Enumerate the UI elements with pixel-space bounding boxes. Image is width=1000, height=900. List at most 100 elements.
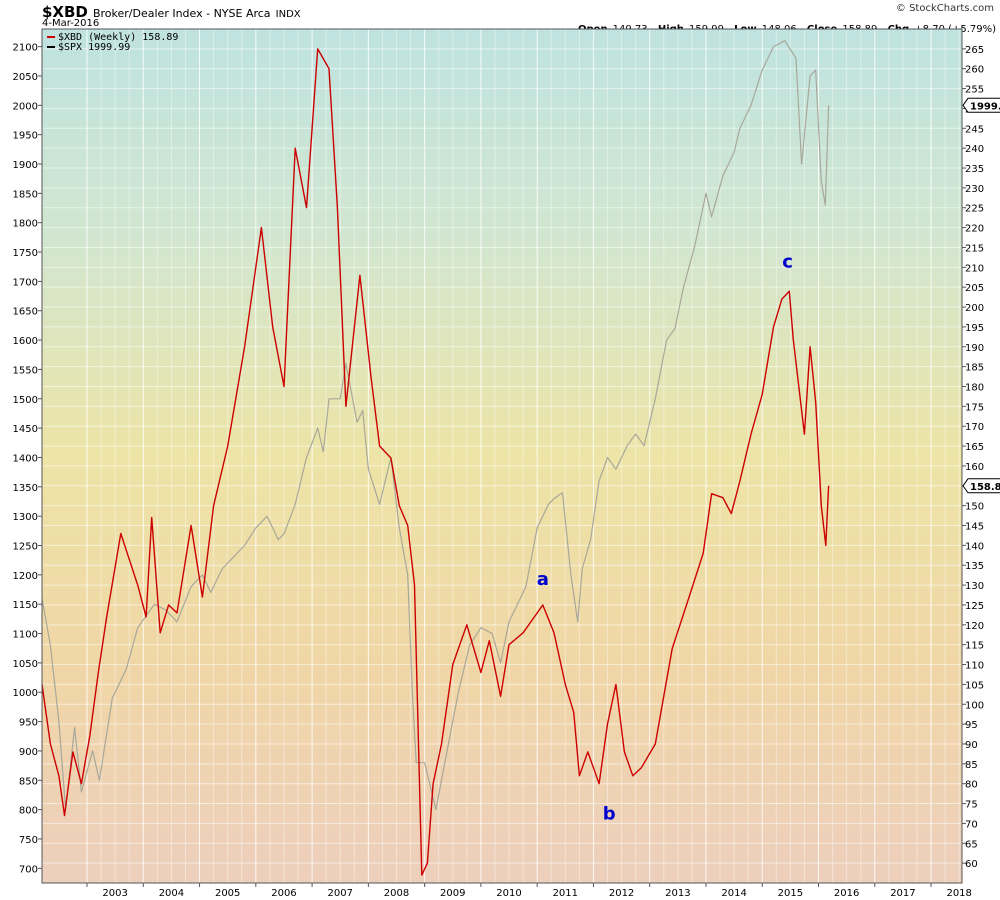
wave-label-b: b xyxy=(603,803,616,824)
x-axis-tick-label: 2008 xyxy=(384,888,409,899)
left-axis-tick-label: 700 xyxy=(19,864,38,875)
x-axis-tick-label: 2007 xyxy=(327,888,352,899)
xbd-last-value-tag-shape xyxy=(962,478,1000,494)
right-axis-tick-label: 80 xyxy=(965,780,978,791)
x-axis-tick-label: 2012 xyxy=(609,888,634,899)
x-axis-tick-label: 2017 xyxy=(890,888,915,899)
right-axis-tick-label: 125 xyxy=(965,601,984,612)
wave-label-c: c xyxy=(782,251,793,272)
right-axis-tick-label: 210 xyxy=(965,263,984,274)
left-axis-tick-label: 1200 xyxy=(13,571,38,582)
right-axis-tick-label: 145 xyxy=(965,522,984,533)
wave-annotations: a b c xyxy=(537,251,793,824)
left-axis-tick-label: 1000 xyxy=(13,688,38,699)
left-axis-tick-label: 1750 xyxy=(13,248,38,259)
left-axis-tick-label: 800 xyxy=(19,806,38,817)
right-axis-tick-label: 215 xyxy=(965,243,984,254)
left-axis-tick-label: 1350 xyxy=(13,483,38,494)
right-axis-tick-label: 265 xyxy=(965,45,984,56)
spx-last-value-tag: 1999.99 xyxy=(962,97,1000,113)
left-axis-tick-label: 1950 xyxy=(13,131,38,142)
right-axis-tick-label: 205 xyxy=(965,283,984,294)
right-axis-tick-label: 100 xyxy=(965,700,984,711)
left-axis-tick-label: 1300 xyxy=(13,512,38,523)
right-axis-tick-label: 140 xyxy=(965,541,984,552)
x-axis-tick-label: 2010 xyxy=(496,888,521,899)
right-axis-tick-label: 70 xyxy=(965,819,978,830)
right-axis-tick-label: 175 xyxy=(965,402,984,413)
left-axis-tick-label: 1450 xyxy=(13,424,38,435)
exchange-label: INDX xyxy=(275,9,301,20)
left-axis-tick-label: 2000 xyxy=(13,101,38,112)
right-axis-tick-label: 220 xyxy=(965,224,984,235)
right-axis-tick-label: 230 xyxy=(965,184,984,195)
left-axis-tick-label: 1550 xyxy=(13,365,38,376)
x-axis-tick-label: 2015 xyxy=(778,888,803,899)
x-axis-tick-label: 2014 xyxy=(721,888,746,899)
left-axis-tick-label: 1700 xyxy=(13,277,38,288)
legend-entry-spx: $SPX 1999.99 xyxy=(58,42,130,53)
right-axis-tick-label: 95 xyxy=(965,720,978,731)
left-axis-tick-label: 1250 xyxy=(13,542,38,553)
grid-lines xyxy=(42,29,974,883)
right-axis-tick-label: 260 xyxy=(965,65,984,76)
right-axis-tick-label: 180 xyxy=(965,382,984,393)
right-axis-tick-label: 225 xyxy=(965,204,984,215)
right-axis-tick-label: 90 xyxy=(965,740,978,751)
left-axis-tick-label: 1150 xyxy=(13,600,38,611)
xbd-series-line xyxy=(41,48,830,876)
right-axis-tick-label: 65 xyxy=(965,839,978,850)
axis-ticks xyxy=(38,46,966,887)
right-axis-tick-label: 165 xyxy=(965,442,984,453)
right-axis-tick-label: 120 xyxy=(965,621,984,632)
left-axis-tick-label: 1500 xyxy=(13,395,38,406)
right-axis-tick-label: 195 xyxy=(965,323,984,334)
x-axis-tick-label: 2006 xyxy=(271,888,296,899)
chart-date: 4-Mar-2016 xyxy=(42,18,100,29)
left-axis-tick-label: 950 xyxy=(19,718,38,729)
spx-series-line xyxy=(41,40,830,811)
x-axis-tick-label: 2009 xyxy=(440,888,465,899)
watermark: © StockCharts.com xyxy=(895,3,994,14)
right-axis-tick-label: 200 xyxy=(965,303,984,314)
spx-last-value-tag-text: 1999.99 xyxy=(970,101,1000,112)
right-axis-tick-label: 115 xyxy=(965,641,984,652)
left-axis-tick-label: 1600 xyxy=(13,336,38,347)
left-axis-tick-label: 1900 xyxy=(13,160,38,171)
left-axis-tick-label: 1650 xyxy=(13,307,38,318)
x-axis-tick-label: 2018 xyxy=(946,888,971,899)
ticker-symbol: $XBD xyxy=(42,3,88,21)
left-axis-tick-label: 850 xyxy=(19,776,38,787)
x-axis-tick-label: 2016 xyxy=(834,888,859,899)
plot-background xyxy=(42,29,962,883)
right-axis-tick-label: 235 xyxy=(965,164,984,175)
legend-entry-xbd: $XBD (Weekly) 158.89 xyxy=(58,32,178,43)
xbd-last-value-tag: 158.89 xyxy=(962,478,1000,494)
left-axis-tick-label: 1050 xyxy=(13,659,38,670)
right-axis-tick-label: 190 xyxy=(965,343,984,354)
series-lines xyxy=(41,40,830,876)
right-axis-tick-label: 135 xyxy=(965,561,984,572)
chart-header-title: $XBD Broker/Dealer Index - NYSE Arca IND… xyxy=(42,2,301,21)
right-axis-tick-label: 60 xyxy=(965,859,978,870)
left-axis-tick-label: 900 xyxy=(19,747,38,758)
x-axis-tick-label: 2011 xyxy=(553,888,578,899)
left-axis-tick-label: 1400 xyxy=(13,453,38,464)
right-axis-tick-label: 255 xyxy=(965,85,984,96)
right-axis-tick-label: 185 xyxy=(965,363,984,374)
right-axis-tick-label: 150 xyxy=(965,502,984,513)
right-axis-tick-label: 160 xyxy=(965,462,984,473)
last-value-tags: 1999.99 158.89 xyxy=(962,97,1000,494)
wave-label-a: a xyxy=(537,569,549,590)
right-axis-tick-label: 170 xyxy=(965,422,984,433)
x-axis-tick-label: 2003 xyxy=(102,888,127,899)
x-axis-tick-label: 2013 xyxy=(665,888,690,899)
left-axis-tick-label: 1800 xyxy=(13,219,38,230)
index-name: Broker/Dealer Index - NYSE Arca xyxy=(92,7,271,20)
left-axis-tick-label: 750 xyxy=(19,835,38,846)
right-axis-tick-label: 240 xyxy=(965,144,984,155)
left-axis-tick-label: 2050 xyxy=(13,72,38,83)
xbd-last-value-tag-text: 158.89 xyxy=(970,482,1000,493)
right-axis-tick-label: 85 xyxy=(965,760,978,771)
x-axis-tick-label: 2004 xyxy=(159,888,184,899)
